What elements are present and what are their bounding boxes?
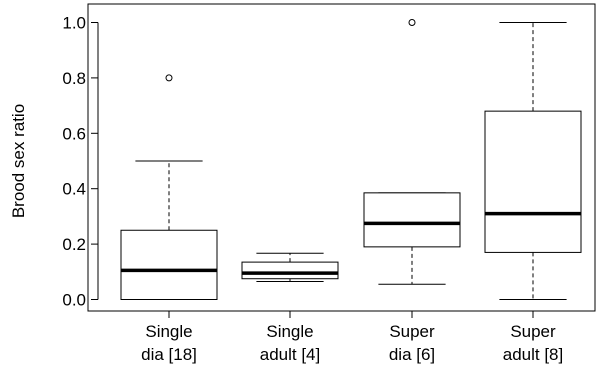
plot-frame: [87, 3, 596, 312]
box-group: [363, 19, 461, 285]
x-category-label-line1: Super: [389, 322, 435, 341]
x-axis: Single dia [18] Single adult [4] Super dia [6…: [141, 310, 564, 364]
x-category-label-line1: Single: [266, 322, 313, 341]
outlier-point: [408, 19, 416, 26]
x-category-label-line1: Single: [145, 322, 192, 341]
x-category-label-line1: Super: [510, 322, 556, 341]
y-axis-title: Brood sex ratio: [9, 104, 28, 218]
box-group: [120, 74, 218, 300]
y-tick-label: 0.4: [62, 180, 86, 199]
y-tick-label: 0.6: [62, 124, 86, 143]
x-category-label-line2: dia [18]: [141, 345, 197, 364]
iqr-box: [363, 192, 461, 248]
y-axis: 0.0 0.2 0.4 0.6 0.8 1.0: [62, 14, 99, 310]
x-category-label-line2: adult [8]: [503, 345, 564, 364]
iqr-box: [120, 229, 218, 300]
y-tick-label: 0.0: [62, 291, 86, 310]
boxes: [120, 19, 582, 300]
iqr-box: [241, 261, 339, 280]
iqr-box: [484, 110, 582, 253]
y-tick-label: 0.8: [62, 69, 86, 88]
box-group: [241, 252, 339, 282]
plot-border: [87, 3, 596, 312]
box-group: [484, 22, 582, 300]
outlier-point: [165, 74, 173, 82]
x-category-label-line2: adult [4]: [260, 345, 321, 364]
y-tick-label: 0.2: [62, 235, 86, 254]
y-tick-label: 1.0: [62, 14, 86, 33]
x-category-label-line2: dia [6]: [389, 345, 435, 364]
